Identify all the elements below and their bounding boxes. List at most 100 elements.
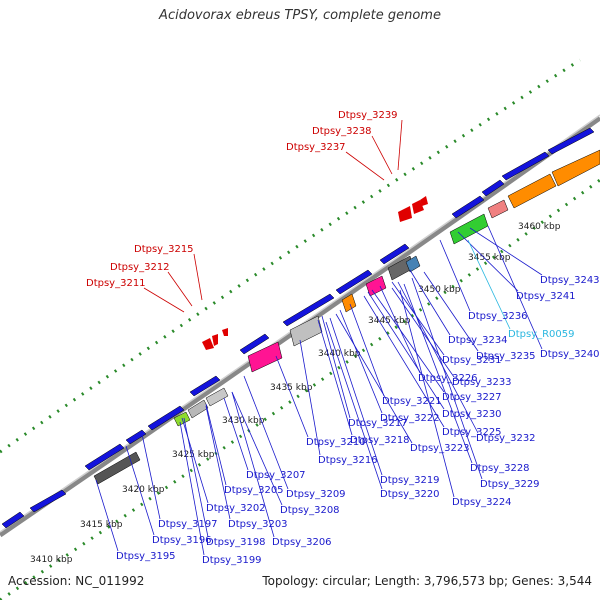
feature-label-cds[interactable]: Dtpsy_3220	[380, 489, 440, 500]
feature-label-cds[interactable]: Dtpsy_3206	[272, 537, 332, 548]
feature-label-cds[interactable]: Dtpsy_3232	[476, 433, 536, 444]
cds-arrow[interactable]	[501, 151, 550, 181]
red-feature-arrow[interactable]	[212, 334, 218, 346]
feature-label-cds[interactable]: Dtpsy_3197	[158, 519, 218, 530]
label-leader-line	[423, 271, 479, 352]
feature-label-red[interactable]: Dtpsy_3237	[286, 142, 346, 153]
feature-label-cds[interactable]: Dtpsy_3195	[116, 551, 176, 562]
feature-label-cds[interactable]: Dtpsy_3196	[152, 535, 212, 546]
red-feature-arrow[interactable]	[412, 200, 424, 214]
label-leader-line	[141, 433, 161, 520]
feature-label-cds[interactable]: Dtpsy_3217	[348, 418, 408, 429]
label-leader-line	[399, 289, 455, 498]
label-leader-line	[371, 135, 393, 175]
map-title: Acidovorax ebreus TPSY, complete genome	[159, 8, 441, 23]
label-leader-line	[487, 225, 543, 350]
feature-label-cds[interactable]: Dtpsy_3225	[442, 427, 502, 438]
feature-label-cds[interactable]: Dtpsy_3231	[442, 355, 502, 366]
misc-block-pink[interactable]	[487, 199, 509, 219]
scale-tick-label: 3410 kbp	[30, 555, 73, 565]
red-feature-arrow[interactable]	[202, 338, 214, 350]
cds-arrow[interactable]	[189, 375, 221, 397]
feature-label-cds[interactable]: Dtpsy_3235	[476, 351, 536, 362]
label-leader-line	[403, 283, 473, 464]
feature-label-cds[interactable]: Dtpsy_3218	[350, 435, 410, 446]
misc-block-orange[interactable]	[507, 173, 557, 209]
feature-label-cds[interactable]: Dtpsy_3207	[246, 470, 306, 481]
feature-label-red[interactable]: Dtpsy_3211	[86, 278, 146, 289]
label-leader-line	[339, 309, 383, 414]
cds-arrow[interactable]	[481, 179, 505, 197]
label-leader-line	[193, 253, 203, 301]
label-leader-line	[275, 355, 309, 438]
misc-block-orange[interactable]	[551, 149, 600, 187]
label-leader-line	[335, 313, 413, 444]
feature-label-cds[interactable]: Dtpsy_3202	[206, 503, 266, 514]
misc-block-magenta[interactable]	[247, 341, 283, 373]
label-leader-line	[467, 239, 511, 330]
feature-label-cds[interactable]: Dtpsy_3210	[306, 437, 366, 448]
cds-arrow[interactable]	[282, 293, 335, 327]
misc-block-steel[interactable]	[405, 255, 421, 273]
misc-block-grey[interactable]	[205, 387, 229, 407]
cds-arrow[interactable]	[1, 511, 25, 529]
feature-label-cds[interactable]: Dtpsy_3223	[410, 443, 470, 454]
red-feature-arrow[interactable]	[398, 206, 412, 222]
feature-label-cds[interactable]: Dtpsy_3199	[202, 555, 262, 566]
feature-label-rna[interactable]: Dtpsy_R0059	[508, 329, 575, 340]
scale-tick-label: 3435 kbp	[270, 383, 313, 393]
feature-label-red[interactable]: Dtpsy_3238	[312, 126, 372, 137]
misc-block-magenta[interactable]	[365, 275, 387, 297]
cds-arrow[interactable]	[547, 127, 595, 155]
cds-arrow[interactable]	[147, 405, 185, 431]
feature-labels: Dtpsy_3239 Dtpsy_3238 Dtpsy_3237 Dtpsy_3215…	[86, 110, 600, 566]
feature-label-cds[interactable]: Dtpsy_3227	[442, 392, 502, 403]
feature-label-cds[interactable]: Dtpsy_3236	[468, 311, 528, 322]
cds-arrow[interactable]	[239, 333, 270, 355]
feature-label-cds[interactable]: Dtpsy_3205	[224, 485, 284, 496]
feature-label-cds[interactable]: Dtpsy_3198	[206, 537, 266, 548]
misc-block-grey[interactable]	[187, 399, 209, 419]
red-features	[202, 196, 428, 350]
cds-arrow[interactable]	[84, 443, 125, 471]
label-leader-line	[469, 227, 543, 276]
feature-label-cds[interactable]: Dtpsy_3222	[380, 413, 440, 424]
scale-tick-label: 3445 kbp	[368, 316, 411, 326]
feature-label-cds[interactable]: Dtpsy_3241	[516, 291, 576, 302]
misc-block-grey[interactable]	[289, 315, 323, 347]
feature-label-cds[interactable]: Dtpsy_3216	[318, 455, 378, 466]
feature-label-cds[interactable]: Dtpsy_3234	[448, 335, 508, 346]
feature-label-cds[interactable]: Dtpsy_3243	[540, 275, 600, 286]
feature-label-cds[interactable]: Dtpsy_3230	[442, 409, 502, 420]
feature-label-cds[interactable]: Dtpsy_3226	[418, 373, 478, 384]
cds-arrow[interactable]	[335, 269, 373, 295]
label-leader-line	[231, 391, 275, 538]
red-feature-arrow[interactable]	[222, 328, 228, 336]
feature-label-cds[interactable]: Dtpsy_3208	[280, 505, 340, 516]
feature-label-cds[interactable]: Dtpsy_3203	[228, 519, 288, 530]
feature-label-cds[interactable]: Dtpsy_3228	[470, 463, 530, 474]
label-leader-line	[205, 405, 231, 520]
cds-arrow[interactable]	[451, 195, 485, 219]
label-leader-line	[167, 271, 193, 307]
label-leader-line	[349, 303, 385, 397]
cds-arrow[interactable]	[379, 243, 410, 265]
cds-arrow[interactable]	[125, 429, 147, 445]
feature-label-cds[interactable]: Dtpsy_3233	[452, 377, 512, 388]
feature-label-red[interactable]: Dtpsy_3239	[338, 110, 398, 121]
feature-label-cds[interactable]: Dtpsy_3219	[380, 475, 440, 486]
feature-label-cds[interactable]: Dtpsy_3229	[480, 479, 540, 490]
label-leader-line	[299, 339, 321, 456]
label-leader-line	[329, 317, 383, 476]
cds-arrow[interactable]	[29, 489, 67, 513]
feature-label-cds[interactable]: Dtpsy_3240	[540, 349, 600, 360]
feature-label-cds[interactable]: Dtpsy_3221	[382, 396, 442, 407]
feature-label-red[interactable]: Dtpsy_3212	[110, 262, 170, 273]
misc-block-orange[interactable]	[341, 293, 357, 313]
feature-label-cds[interactable]: Dtpsy_3224	[452, 497, 512, 508]
feature-label-red[interactable]: Dtpsy_3215	[134, 244, 194, 255]
red-feature-arrow[interactable]	[420, 196, 428, 206]
feature-label-cds[interactable]: Dtpsy_3209	[286, 489, 346, 500]
scale-tick-label: 3460 kbp	[518, 222, 561, 232]
label-leader-line	[181, 417, 209, 504]
